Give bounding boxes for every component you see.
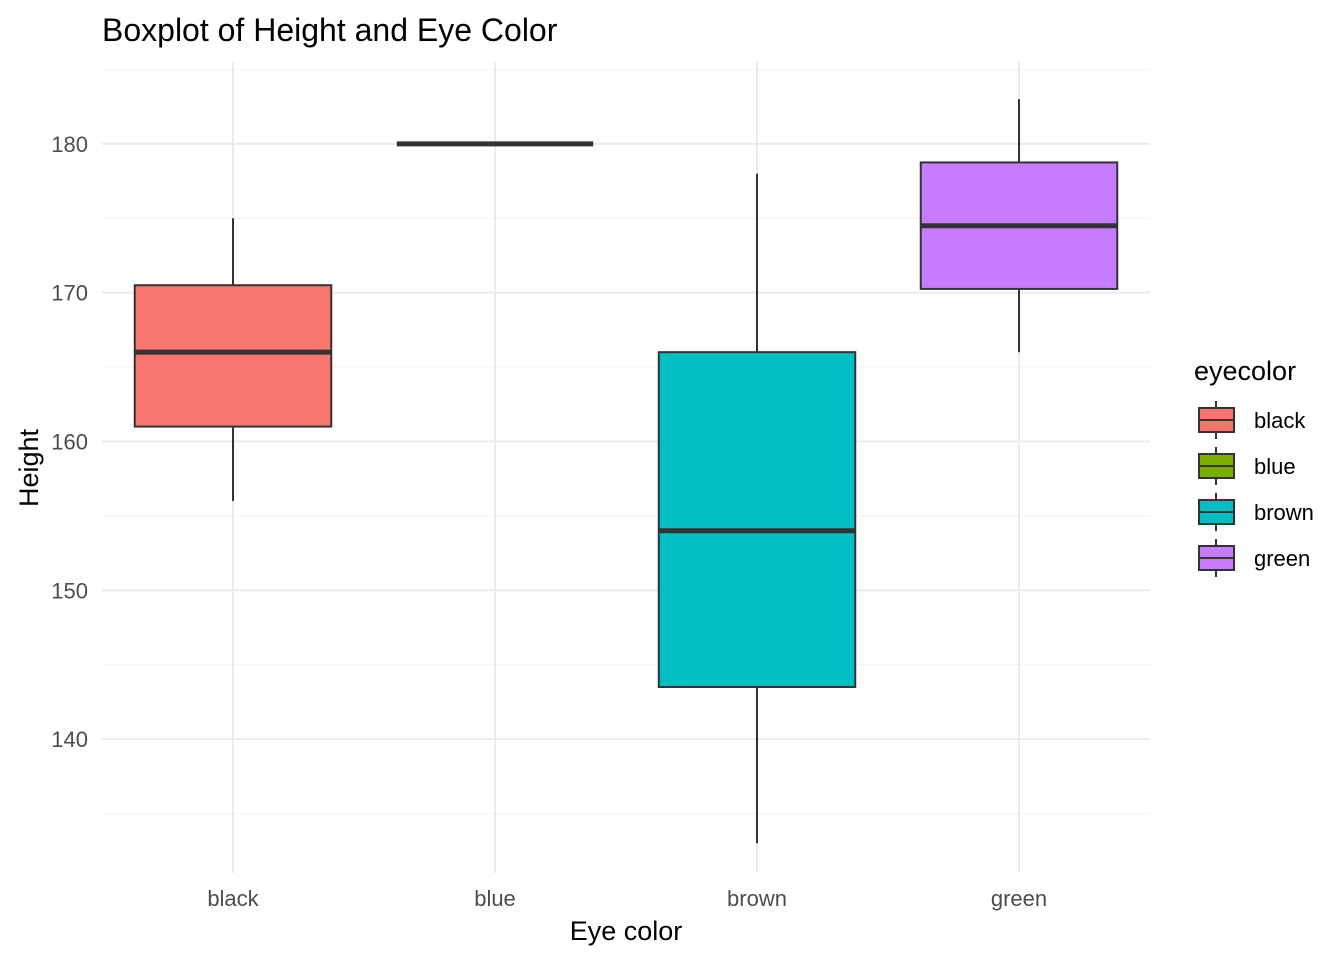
box-black [133,218,333,501]
x-axis-title: Eye color [570,916,683,946]
x-tick-label: green [991,886,1047,911]
box-body [133,284,333,428]
legend-item-green: green [1198,539,1310,577]
y-tick-label: 150 [51,578,88,603]
legend-items: black blue brown green [1198,401,1314,577]
x-tick-label: blue [474,886,516,911]
legend-label: black [1254,408,1306,433]
legend: eyecolor black blue brown green [1194,356,1314,577]
legend-label: green [1254,546,1310,571]
box-brown [657,173,857,844]
legend-item-black: black [1198,401,1306,439]
legend-label: blue [1254,454,1296,479]
y-tick-label: 160 [51,429,88,454]
y-tick-label: 140 [51,727,88,752]
legend-item-blue: blue [1198,447,1296,485]
boxes [133,99,1119,844]
x-tick-label: black [207,886,259,911]
legend-label: brown [1254,500,1314,525]
y-tick-label: 180 [51,132,88,157]
y-axis-ticks: 140 150 160 170 180 [51,132,88,752]
x-tick-label: brown [727,886,787,911]
y-axis-title: Height [14,428,44,507]
box-green [919,99,1119,353]
y-tick-label: 170 [51,281,88,306]
box-body [657,351,857,688]
legend-item-brown: brown [1198,493,1314,531]
chart-title: Boxplot of Height and Eye Color [102,12,558,48]
x-axis-ticks: black blue brown green [207,886,1047,911]
legend-title: eyecolor [1194,356,1296,386]
